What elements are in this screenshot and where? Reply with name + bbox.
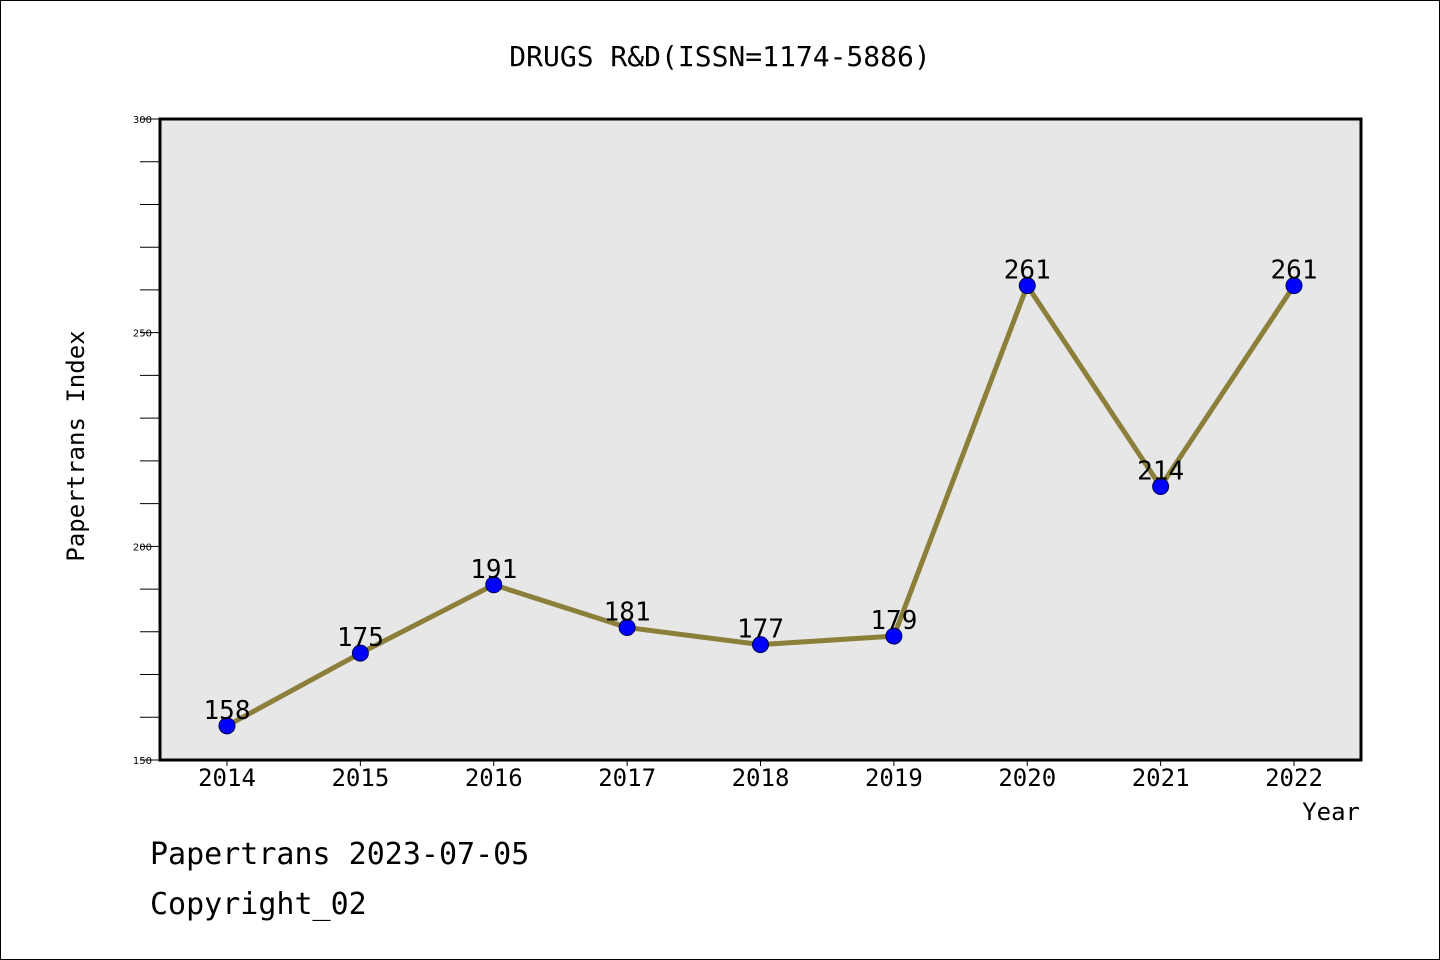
y-tick-label: 300 [133, 115, 152, 126]
data-point [1018, 277, 1036, 295]
x-tick-label: 2022 [1265, 764, 1323, 792]
x-axis-label: Year [1302, 798, 1360, 826]
data-label: 181 [604, 598, 651, 628]
x-tick-label: 2020 [998, 764, 1056, 792]
data-label: 177 [737, 615, 784, 645]
axes: 150 200 250 300 2014 2015 2016 2017 2018 2019 2020… [133, 115, 1323, 792]
y-tick-label: 150 [133, 756, 152, 767]
x-tick-label: 2014 [198, 764, 256, 792]
data-label: 261 [1271, 256, 1318, 286]
data-label: 261 [1004, 256, 1051, 286]
data-label: 175 [337, 623, 384, 653]
data-point [1152, 478, 1170, 496]
series-layer [218, 277, 1303, 735]
data-label: 158 [204, 696, 251, 726]
x-tick-label: 2017 [598, 764, 656, 792]
data-label: 179 [870, 606, 917, 636]
data-label: 214 [1137, 457, 1184, 487]
data-labels: 158 175 191 181 177 179 261 214 261 [204, 256, 1318, 726]
data-point [618, 619, 636, 637]
data-point [1285, 277, 1303, 295]
y-axis-label: Papertrans Index [62, 330, 90, 561]
y-tick-label: 250 [133, 329, 152, 340]
x-tick-label: 2021 [1132, 764, 1190, 792]
data-point [351, 644, 369, 662]
data-label: 191 [470, 555, 517, 585]
x-tick-label: 2019 [865, 764, 923, 792]
data-point [485, 576, 503, 594]
chart-title: DRUGS R&D(ISSN=1174-5886) [509, 40, 930, 73]
x-tick-label: 2016 [465, 764, 523, 792]
footer-date-text: Papertrans 2023-07-05 [150, 837, 529, 872]
data-point [752, 636, 769, 654]
y-tick-label: 200 [133, 542, 152, 553]
footer-copyright-text: Copyright_02 [150, 887, 367, 922]
data-point [218, 717, 236, 735]
x-tick-label: 2018 [732, 764, 790, 792]
x-tick-label: 2015 [331, 764, 389, 792]
data-point [885, 627, 903, 645]
